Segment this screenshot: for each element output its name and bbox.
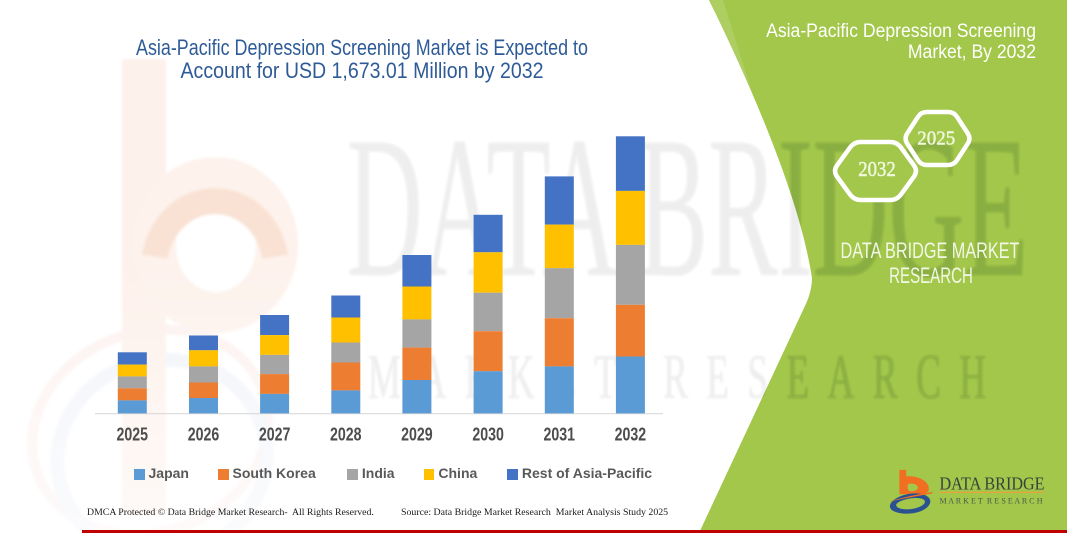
- svg-text:2025: 2025: [917, 128, 955, 150]
- svg-text:2027: 2027: [259, 424, 291, 445]
- svg-text:DATA BRIDGE: DATA BRIDGE: [940, 473, 1045, 493]
- svg-text:2030: 2030: [472, 424, 504, 445]
- svg-text:2032: 2032: [858, 157, 896, 181]
- svg-text:2026: 2026: [188, 424, 220, 445]
- svg-text:2031: 2031: [544, 424, 576, 445]
- svg-text:M A R K E T R E S: M A R K E T R E S E A R C H: [368, 342, 986, 412]
- svg-text:2028: 2028: [330, 424, 362, 445]
- svg-text:2029: 2029: [401, 424, 433, 445]
- svg-text:2025: 2025: [117, 424, 149, 445]
- svg-text:DATA BRIDGE: DATA BRIDGE: [347, 95, 1028, 319]
- svg-text:2032: 2032: [615, 424, 647, 445]
- svg-text:M A R K E T R E S E A R C H: M A R K E T R E S E A R C H: [940, 496, 1043, 505]
